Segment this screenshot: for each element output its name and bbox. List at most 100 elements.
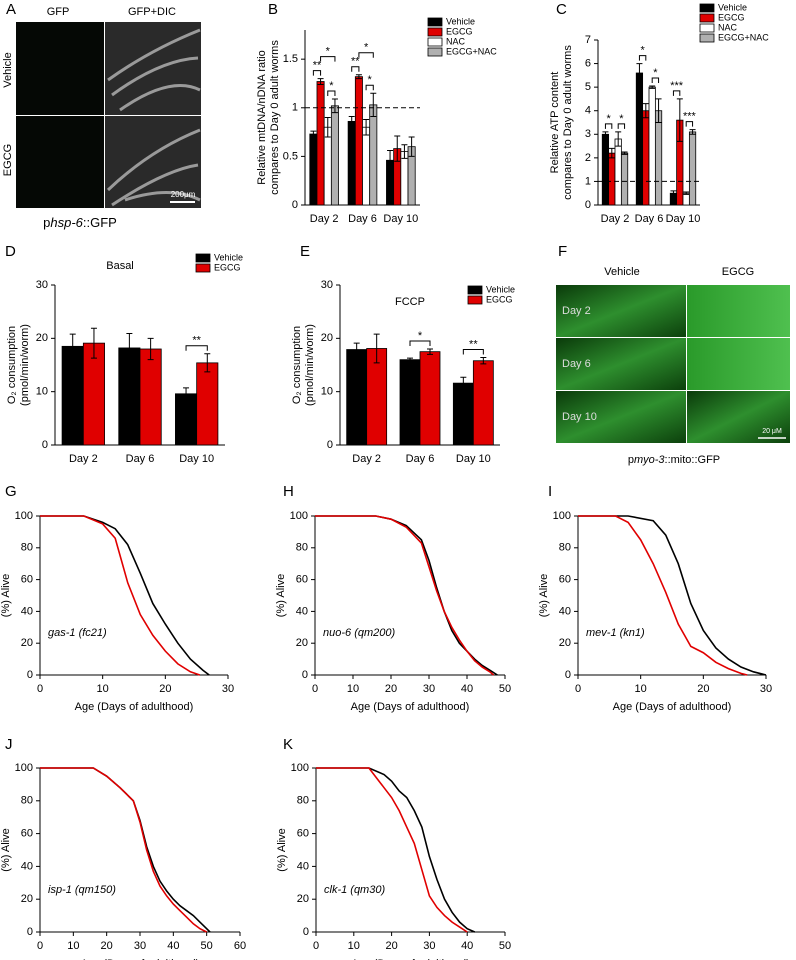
error-bar xyxy=(373,333,380,364)
caption-part: ::mito::GFP xyxy=(665,454,721,466)
bar xyxy=(323,126,332,206)
x-tick-label: Day 10 xyxy=(456,453,491,465)
y-axis-label: (pmol/min/worm) xyxy=(19,324,31,406)
error-bar xyxy=(649,85,656,89)
bar xyxy=(648,86,656,206)
x-tick-label: Day 6 xyxy=(348,213,377,225)
x-tick-label: Day 10 xyxy=(179,453,214,465)
y-tick-label: 1.5 xyxy=(283,53,298,65)
caption-part: p xyxy=(628,454,634,466)
legend-label: EGCG xyxy=(486,294,513,304)
significance-label: ** xyxy=(313,60,322,72)
row-label: EGCG xyxy=(2,144,14,176)
panel-letter: H xyxy=(283,483,294,500)
significance-bracket xyxy=(312,70,322,76)
legend-swatch xyxy=(467,295,483,305)
y-tick-label: 100 xyxy=(15,762,33,774)
column-label: GFP xyxy=(47,6,70,18)
micrograph xyxy=(16,22,104,115)
panel-letter: C xyxy=(556,1,567,18)
bar xyxy=(419,351,441,446)
caption: pmyo-3::mito::GFP xyxy=(628,454,720,466)
panel-f: F Vehicle EGCG Day 2 Day 6 Day 10 20 μM … xyxy=(556,243,790,466)
panel-letter: D xyxy=(5,243,16,260)
x-tick-label: Day 10 xyxy=(383,213,418,225)
x-tick-label: 10 xyxy=(67,940,79,952)
y-axis-label: O₂ consumption xyxy=(291,326,303,404)
error-bar xyxy=(90,327,97,359)
legend-swatch xyxy=(427,17,443,27)
micrograph xyxy=(16,116,104,208)
legend-swatch xyxy=(195,253,211,263)
significance-bracket xyxy=(638,55,647,61)
x-tick-label: 30 xyxy=(222,683,234,695)
column-label: EGCG xyxy=(722,266,754,278)
y-tick-label: 100 xyxy=(15,510,33,522)
x-tick-label: 10 xyxy=(347,683,359,695)
error-bar xyxy=(608,147,615,159)
x-tick-label: Day 2 xyxy=(601,213,630,225)
error-bar xyxy=(407,357,413,362)
y-tick-label: 20 xyxy=(36,332,48,344)
y-tick-label: 10 xyxy=(321,386,333,398)
caption-part: hsp-6 xyxy=(50,215,83,230)
y-tick-label: 20 xyxy=(321,332,333,344)
bar xyxy=(316,81,325,206)
x-tick-label: Day 6 xyxy=(126,453,155,465)
y-tick-label: 20 xyxy=(559,637,571,649)
x-tick-label: 40 xyxy=(167,940,179,952)
y-tick-label: 0 xyxy=(565,669,571,681)
y-tick-label: 100 xyxy=(553,510,571,522)
bar xyxy=(309,133,318,206)
bar xyxy=(369,104,378,206)
x-tick-label: 20 xyxy=(385,683,397,695)
x-tick-label: 30 xyxy=(423,683,435,695)
x-tick-label: 10 xyxy=(635,683,647,695)
strain-label: isp-1 (qm150) xyxy=(48,884,116,896)
x-tick-label: 30 xyxy=(134,940,146,952)
micrograph xyxy=(687,338,790,390)
y-tick-label: 100 xyxy=(290,510,308,522)
error-bar xyxy=(602,131,609,138)
x-tick-label: 0 xyxy=(37,683,43,695)
micrograph xyxy=(687,285,790,337)
bar xyxy=(654,110,663,206)
y-tick-label: 7 xyxy=(585,34,591,46)
x-tick-label: Day 2 xyxy=(352,453,381,465)
chart-title: FCCP xyxy=(395,296,425,308)
error-bar xyxy=(655,98,662,123)
survival-curve xyxy=(578,515,748,676)
y-tick-label: 3 xyxy=(585,128,591,140)
significance-bracket xyxy=(409,340,431,346)
significance-label: *** xyxy=(683,110,697,122)
y-axis-label: (pmol/min/worm) xyxy=(304,324,316,406)
legend-label: EGCG xyxy=(214,262,241,272)
y-tick-label: 80 xyxy=(21,542,33,554)
y-axis-label: Relative mtDNA/nDNA ratio xyxy=(256,50,268,185)
bar xyxy=(682,192,690,206)
x-tick-label: 20 xyxy=(101,940,113,952)
y-tick-label: 40 xyxy=(296,605,308,617)
x-tick-label: 0 xyxy=(313,940,319,952)
survival-curve xyxy=(578,515,767,676)
panel-a: A GFP GFP+DIC Vehicle EGCG 200μm phsp-6:… xyxy=(2,1,201,230)
bar xyxy=(61,345,84,446)
error-bar xyxy=(676,98,683,142)
bar xyxy=(362,126,371,206)
x-tick-label: 0 xyxy=(312,683,318,695)
y-axis-label: O₂ consumption xyxy=(6,326,18,404)
scale-label: 20 μM xyxy=(762,428,782,435)
y-axis-label: compares to Day 0 adult worms xyxy=(562,45,574,200)
significance-label: * xyxy=(606,113,611,125)
legend-swatch xyxy=(427,37,443,47)
significance-label: * xyxy=(329,80,334,92)
y-tick-label: 100 xyxy=(291,762,309,774)
bar xyxy=(175,393,198,446)
x-tick-label: Day 2 xyxy=(310,213,339,225)
x-tick-label: 20 xyxy=(159,683,171,695)
panel-letter: K xyxy=(283,736,293,753)
y-axis-label: (%) Alive xyxy=(538,574,550,617)
y-axis-label: (%) Alive xyxy=(0,574,12,617)
x-axis-label: Age (Days of adulthood) xyxy=(613,701,732,713)
y-tick-label: 30 xyxy=(36,279,48,291)
